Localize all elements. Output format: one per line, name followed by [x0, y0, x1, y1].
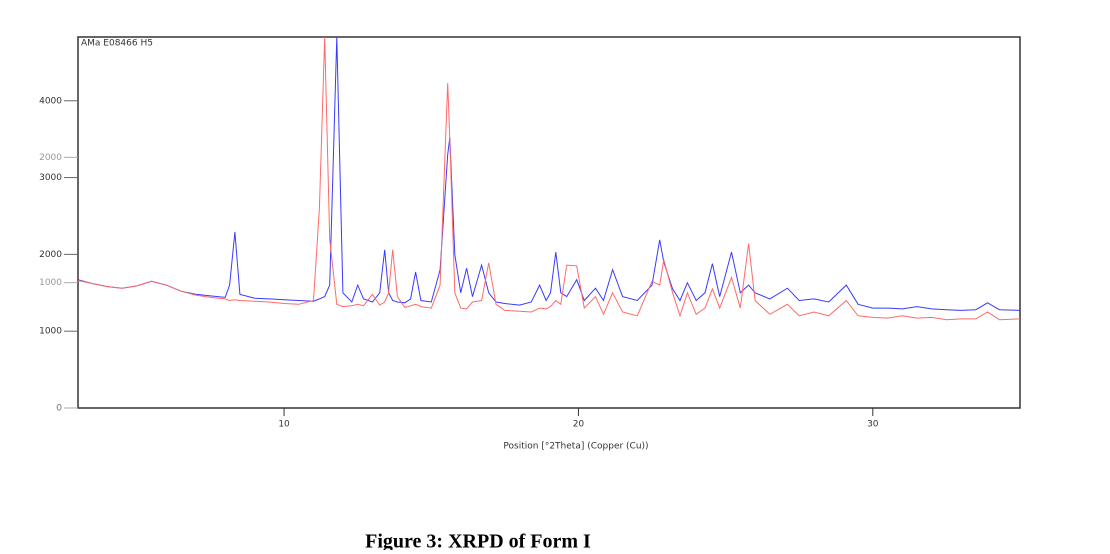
x-tick-label: 20 — [573, 420, 585, 430]
y-tick-label: 2000 — [39, 250, 62, 260]
caption: Figure 3: XRPD of Form I — [365, 531, 591, 550]
x-tick-label: 10 — [278, 420, 290, 430]
y2-tick-label: 0 — [56, 404, 62, 414]
y-tick-label: 3000 — [39, 173, 62, 183]
y-tick-label: 0 — [56, 404, 62, 414]
y2-tick-label: 1000 — [39, 278, 62, 288]
series-line — [77, 36, 1021, 311]
series-line — [77, 36, 1021, 321]
x-axis-label: Position [°2Theta] (Copper (Cu)) — [503, 442, 648, 452]
x-tick-label: 30 — [867, 420, 879, 430]
plot-frame — [77, 36, 1021, 409]
y2-tick-label: 2000 — [39, 153, 62, 163]
y-tick-label: 4000 — [39, 96, 62, 106]
y-tick-label: 1000 — [39, 327, 62, 337]
annotation: AMa E08466 H5 — [81, 39, 153, 49]
